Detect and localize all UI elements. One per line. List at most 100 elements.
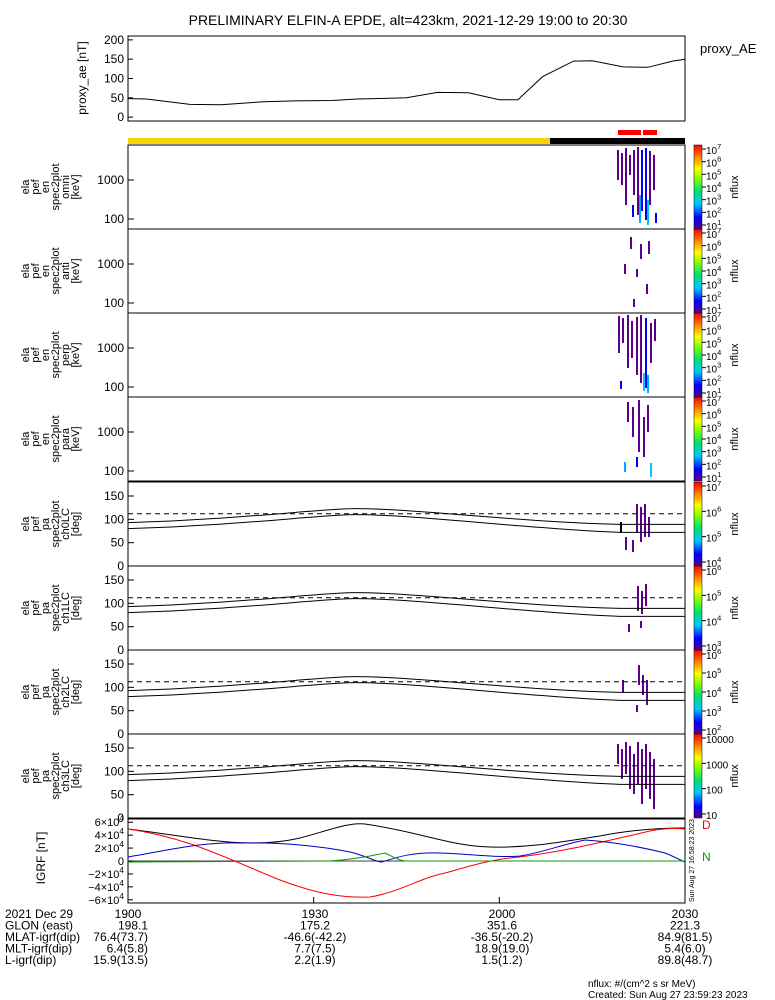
spectrum-data-mark [621, 749, 623, 779]
panel-ylabel-word: spec2plot [50, 584, 62, 631]
colorbar-tick-label: 106 [706, 323, 721, 338]
colorbar-label: nflux [729, 680, 741, 704]
panel-frame [127, 144, 686, 230]
panel-tick-label: 100 [104, 596, 124, 610]
proxy-ae-panel: 200 150 100 50 0 proxy_AE proxy_ae [nT] [75, 33, 757, 124]
colorbar-tick-label: 103 [706, 361, 721, 376]
spectrum-data-mark [637, 742, 639, 784]
spectrum-data-mark [649, 752, 651, 799]
colorbar-tick-label: 106 [706, 504, 721, 519]
spectrum-data-mark [622, 680, 624, 692]
ephemeris-value: 76.4(73.7) [93, 930, 148, 944]
panel-ylabel-word: perp [60, 344, 72, 366]
ephemeris-row-label: MLT-igrf(dip) [5, 942, 72, 956]
spectrum-data-mark [632, 407, 634, 437]
spectrum-data-mark [633, 754, 635, 794]
panel-tick-label: 150 [104, 657, 124, 671]
panel-ylabel-word: pef [30, 262, 42, 278]
spectrum-data-mark [645, 584, 647, 606]
ephemeris-value: -36.5(-20.2) [471, 930, 534, 944]
panel-ylabel-word: en [40, 181, 52, 193]
status-bar-black [550, 138, 685, 144]
panel-tick-label: 1000 [97, 341, 124, 355]
colorbar-tick-label: 106 [706, 407, 721, 422]
spectrum-data-mark [620, 381, 622, 389]
spectrum-data-mark [637, 147, 639, 215]
panel-tick-label: 150 [104, 573, 124, 587]
colorbar-tick-label: 105 [706, 251, 721, 266]
spectrum-data-mark [636, 457, 638, 467]
proxy-ae-y-ticks: 200 150 100 50 0 [104, 33, 133, 124]
colorbar-tick-label: 1000 [706, 760, 729, 771]
panel-ylabel-word: pef [30, 178, 42, 194]
panel-tick-label: 50 [111, 536, 125, 550]
loss-cone-curve [127, 766, 685, 785]
colorbar [693, 228, 703, 314]
spectrum-data-mark [622, 318, 624, 343]
spectrum-data-mark [636, 317, 638, 375]
panel-ylabel-word: ch0LC [60, 508, 72, 540]
panel-ylabel-word: ela [20, 179, 32, 195]
colorbar-tick-label: 106 [706, 647, 721, 662]
colorbar-label: nflux [729, 596, 741, 620]
colorbar-tick-label: 103 [706, 193, 721, 208]
colorbar-tick-label: 104 [706, 614, 721, 629]
side-timestamp: Sun Aug 27 16:58:23 2023 [689, 819, 696, 902]
spectrum-data-mark [640, 621, 642, 628]
colorbar-tick-label: 102 [706, 289, 721, 304]
colorbar-tick-label: 103 [706, 704, 721, 719]
spectrum-data-mark [649, 151, 651, 205]
spectrum-data-mark [638, 400, 640, 452]
spectrum-data-mark [645, 744, 647, 789]
ephemeris-value: 6.4(5.8) [107, 942, 148, 956]
panel-ylabel-word: en [40, 349, 52, 361]
colorbar-tick-label: 10000 [706, 735, 734, 746]
panel-ylabel-word: ela [20, 516, 32, 532]
colorbar-tick-label: 105 [706, 167, 721, 182]
footer-units: nflux: #/(cm^2 s sr MeV) [588, 979, 696, 990]
colorbar-tick-label: 102 [706, 723, 721, 738]
x-axis-date-label: 2021 Dec 29 [5, 907, 73, 921]
panel-frame [127, 228, 686, 314]
panel-ylabel-word: [deg] [70, 512, 82, 536]
panel-ylabel-word: en [40, 265, 52, 277]
loss-cone-curve [127, 682, 685, 701]
spectrum-data-mark [647, 200, 649, 225]
spectrum-data-mark [618, 316, 620, 353]
panel-ylabel-word: [keV] [70, 174, 82, 199]
spectrum-data-mark [624, 462, 626, 472]
panel-tick-label: 100 [104, 764, 124, 778]
panel-ylabel-word: [keV] [70, 258, 82, 283]
panel-ylabel-word: pa [40, 769, 52, 782]
spectrum-data-mark [632, 540, 634, 552]
spectrum-data-mark [638, 665, 640, 685]
panel-ylabel-word: [deg] [70, 764, 82, 788]
colorbar-tick-label: 103 [706, 277, 721, 292]
panel-tick-label: 1000 [97, 173, 124, 187]
panel-tick-label: 100 [104, 380, 124, 394]
igrf-legend-d: D [702, 818, 711, 832]
spectrum-data-mark [617, 150, 619, 180]
ae-tick-label: 100 [104, 72, 124, 86]
panel-ylabel-word: pa [40, 601, 52, 614]
anti-loss-cone-curve [127, 760, 685, 777]
panel-ylabel-word: ela [20, 768, 32, 784]
panel-ylabel-word: spec2plot [50, 500, 62, 547]
footer-created: Created: Sun Aug 27 23:59:23 2023 [588, 990, 748, 1000]
spectrum-data-mark [647, 405, 649, 432]
colorbar-tick-label: 10 [706, 811, 718, 822]
panel-ylabel-word: spec2plot [50, 752, 62, 799]
spectrum-data-mark [621, 153, 623, 185]
proxy-ae-legend: proxy_AE [700, 41, 757, 56]
ephemeris-value: -46.6(-42.2) [284, 930, 347, 944]
x-tick-label: 2030 [672, 907, 699, 921]
colorbar-tick-label: 101 [706, 470, 721, 485]
x-axis-ephemeris-table: 2021 Dec 29 1900 1930 2000 2030 GLON (east) 19… [5, 907, 712, 967]
colorbar-label: nflux [729, 512, 741, 536]
spectrum-data-mark [627, 315, 629, 368]
